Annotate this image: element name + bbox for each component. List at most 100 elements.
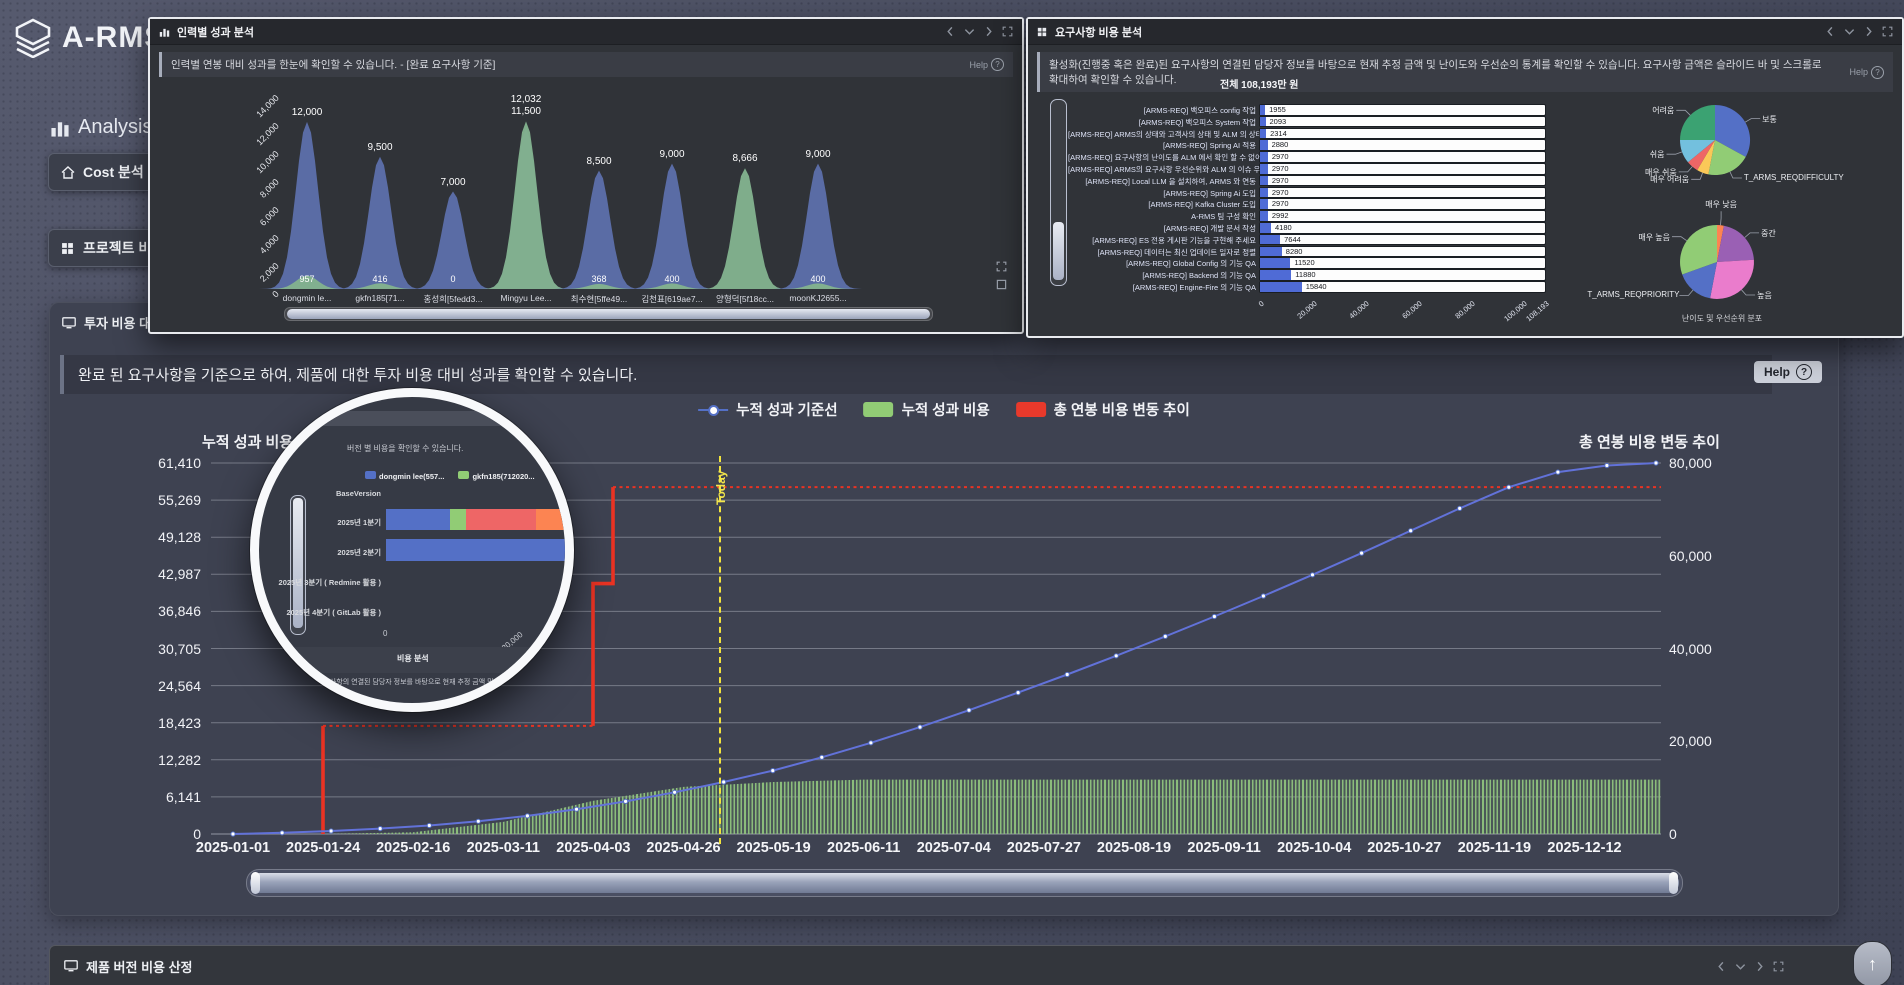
window-collapse-button[interactable] <box>1844 26 1855 37</box>
lens-bar-segment <box>386 539 565 561</box>
help-button[interactable]: Help ? <box>1753 361 1822 383</box>
magnifier-content: 버전 별 비용을 확인할 수 있습니다. dongmin lee(557... gk… <box>259 397 565 703</box>
req-bar[interactable]: 2970 <box>1260 199 1545 209</box>
ridge-category-label: 김천표[619ae7... <box>641 294 703 304</box>
x-axis-date-label: 2025-04-03 <box>556 840 631 856</box>
chart-zoom-icon[interactable] <box>996 259 1007 272</box>
req-bar[interactable]: 1955 <box>1260 105 1545 115</box>
baseline-point <box>1604 462 1610 469</box>
req-bar[interactable]: 2970 <box>1260 175 1545 186</box>
investment-section-title: 투자 비용 대 <box>84 316 152 331</box>
lens-row-label: 2025년 3분기 ( Redmine 활용 ) <box>278 578 381 587</box>
ridge-category-label: gkfn185[71... <box>355 293 405 303</box>
ridge-base-value: 0 <box>450 274 456 284</box>
req-bar-fill <box>1260 116 1266 127</box>
window-prev-button[interactable] <box>945 26 956 37</box>
x-axis-date-label: 2025-11-19 <box>1457 840 1532 856</box>
ridge-scrollbar[interactable] <box>284 307 933 321</box>
req-bar[interactable]: 15840 <box>1260 282 1545 292</box>
lens-bar-segment <box>450 509 466 530</box>
requirement-zoom-slider[interactable] <box>1050 99 1067 286</box>
req-bar[interactable]: 7644 <box>1260 234 1545 245</box>
ridge-category-label: 홍성희[5fedd3... <box>423 294 483 304</box>
baseline-point <box>623 798 629 804</box>
req-bar[interactable]: 2314 <box>1260 128 1545 139</box>
window-collapse-button[interactable] <box>1735 961 1746 972</box>
window-next-button[interactable] <box>1863 26 1874 37</box>
lens-slider-handle <box>293 498 303 628</box>
req-bar-label: [ARMS-REQ] Kafka Cluster 도입 <box>1148 200 1256 210</box>
lens-subtitle: 버전 별 비용을 확인할 수 있습니다. <box>347 444 464 453</box>
pie-leader-line <box>1676 109 1691 116</box>
chart-restore-icon[interactable] <box>996 277 1007 290</box>
slider-handle[interactable] <box>1053 222 1064 280</box>
ridge-peak <box>474 121 578 290</box>
requirement-cost-window: 요구사항 비용 분석 활성화(진행중 혹은 완료)된 요구사항의 연결된 담당자… <box>1026 17 1904 338</box>
window-expand-button[interactable] <box>1002 26 1013 37</box>
date-range-scrollbar[interactable] <box>246 869 1683 897</box>
legend-item[interactable]: 총 연봉 비용 변동 추이 <box>1015 399 1190 420</box>
ridge-category-label: moonKJ2655... <box>789 293 847 303</box>
sidebar-section-label: Analysis <box>78 116 153 138</box>
window-collapse-button[interactable] <box>964 26 975 37</box>
baseline-point <box>524 813 530 819</box>
baseline-point <box>1457 505 1463 511</box>
legend-item[interactable]: 누적 성과 비용 <box>863 399 990 420</box>
req-bar[interactable]: 8280 <box>1260 246 1545 257</box>
help-button[interactable]: Help ? <box>1849 65 1884 79</box>
req-bar-label: [ARMS-REQ] Spring Ai 도입 <box>1163 188 1256 198</box>
ridge-peak <box>620 163 724 289</box>
req-bar[interactable]: 2880 <box>1260 140 1545 150</box>
date-range-handle[interactable] <box>250 873 1679 893</box>
people-performance-title: 인력별 성과 분석 <box>177 26 254 39</box>
app-logo-text: A-RMS <box>62 21 166 54</box>
req-bar[interactable]: 11520 <box>1260 258 1545 268</box>
people-performance-subtitle: 인력별 연봉 대비 성과를 한눈에 확인할 수 있습니다. - [완료 요구사항… <box>171 59 496 71</box>
req-bar[interactable]: 4180 <box>1260 223 1545 233</box>
req-bar[interactable]: 2093 <box>1260 116 1545 127</box>
difficulty-priority-pies: 보통 T_ARMS_REQDIFFICULTY 매우 어려움 매우 쉬움 쉬움 어려움 매우… <box>1028 19 1902 336</box>
priority-pie-slice <box>1710 259 1754 299</box>
baseline-point <box>1555 469 1561 475</box>
scroll-to-top-button[interactable]: ↑ <box>1853 941 1892 985</box>
ridge-base-value: 957 <box>299 274 315 284</box>
window-prev-button[interactable] <box>1716 961 1727 972</box>
range-left-cap[interactable] <box>251 872 260 894</box>
req-bar[interactable]: 2970 <box>1260 164 1545 174</box>
ridge-category-label: 양형덕[5f18cc... <box>716 294 774 304</box>
help-button[interactable]: Help ? <box>969 58 1004 71</box>
baseline-point <box>1309 572 1316 578</box>
window-expand-button[interactable] <box>1882 26 1893 37</box>
ridge-peak-value: 9,000 <box>805 148 831 160</box>
window-next-button[interactable] <box>1754 961 1765 972</box>
ridge-scrollbar-handle[interactable] <box>287 309 930 319</box>
priority-pie-slice <box>1717 225 1724 262</box>
help-icon: ? <box>1871 65 1884 79</box>
sidebar-section-analysis: Analysis <box>50 116 152 139</box>
lens-stacked-bar <box>386 509 565 530</box>
left-axis-title: 누적 성과 비용 <box>202 434 294 451</box>
baseline-point <box>721 779 727 785</box>
requirement-cost-header[interactable]: 요구사항 비용 분석 <box>1028 19 1902 45</box>
legend-box-marker <box>863 402 894 417</box>
window-next-button[interactable] <box>983 26 994 37</box>
legend-item[interactable]: 누적 성과 기준선 <box>698 399 838 420</box>
window-prev-button[interactable] <box>1825 26 1836 37</box>
req-bar-label: [ARMS-REQ] 요구사항의 난이도를 ALM 에서 확인 할 수 없어서.… <box>1068 153 1276 163</box>
today-label: Today <box>714 470 728 505</box>
req-bar[interactable]: 2992 <box>1260 211 1545 221</box>
pie-leader-line <box>1679 289 1694 296</box>
req-bar-label: [ARMS-REQ] 개발 문서 작성 <box>1163 224 1256 233</box>
lens-legend-item: gkfn185(712020... <box>458 471 535 483</box>
req-bar[interactable]: 2970 <box>1260 152 1545 162</box>
pie-caption: 난이도 및 우선순위 분포 <box>1681 314 1763 323</box>
req-bar[interactable]: 2970 <box>1260 187 1545 198</box>
people-performance-header[interactable]: 인력별 성과 분석 <box>150 19 1022 45</box>
range-right-cap[interactable] <box>1669 872 1678 894</box>
req-bar-label: A-RMS 팀 구성 확인 <box>1191 212 1256 222</box>
baseline-point <box>1260 593 1267 599</box>
legend-label: 누적 성과 기준선 <box>736 403 838 419</box>
window-expand-button[interactable] <box>1773 961 1784 972</box>
req-bar[interactable]: 11880 <box>1260 270 1545 280</box>
